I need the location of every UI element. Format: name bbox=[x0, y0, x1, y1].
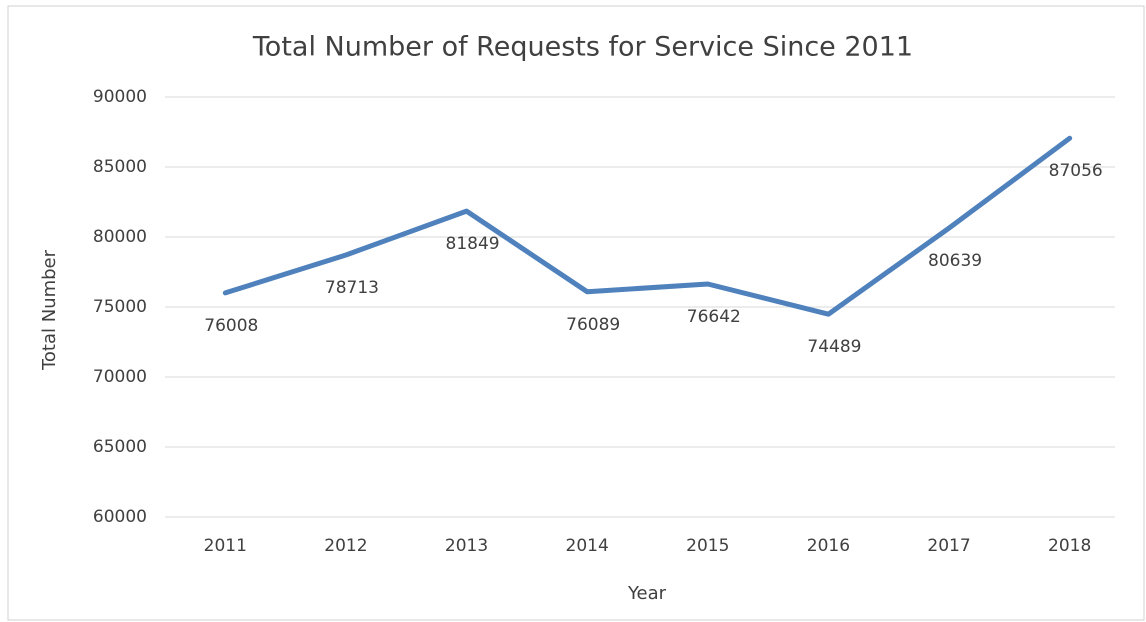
data-label: 74489 bbox=[807, 337, 861, 357]
data-label: 78713 bbox=[325, 278, 379, 298]
data-label: 76642 bbox=[687, 307, 741, 327]
y-tick-label: 60000 bbox=[93, 507, 147, 527]
chart-frame bbox=[7, 5, 1145, 621]
data-label: 76089 bbox=[566, 315, 620, 335]
data-label: 81849 bbox=[446, 234, 500, 254]
x-tick-label: 2012 bbox=[324, 536, 367, 556]
y-axis-label: Total Number bbox=[39, 249, 60, 371]
x-tick-label: 2013 bbox=[445, 536, 488, 556]
y-tick-label: 80000 bbox=[93, 227, 147, 247]
data-label: 80639 bbox=[928, 251, 982, 271]
y-tick-label: 90000 bbox=[93, 87, 147, 107]
x-tick-label: 2016 bbox=[807, 536, 850, 556]
x-tick-label: 2017 bbox=[927, 536, 970, 556]
x-tick-label: 2011 bbox=[204, 536, 247, 556]
data-label: 87056 bbox=[1049, 161, 1103, 181]
y-tick-label: 70000 bbox=[93, 367, 147, 387]
x-axis-label: Year bbox=[627, 583, 667, 604]
y-tick-label: 65000 bbox=[93, 437, 147, 457]
x-tick-label: 2015 bbox=[686, 536, 729, 556]
y-tick-label: 75000 bbox=[93, 297, 147, 317]
chart-title: Total Number of Requests for Service Sin… bbox=[252, 32, 913, 63]
data-line bbox=[222, 135, 1073, 317]
x-tick-label: 2014 bbox=[566, 536, 609, 556]
y-tick-label: 85000 bbox=[93, 157, 147, 177]
x-tick-label: 2018 bbox=[1048, 536, 1091, 556]
data-label: 76008 bbox=[204, 316, 258, 336]
